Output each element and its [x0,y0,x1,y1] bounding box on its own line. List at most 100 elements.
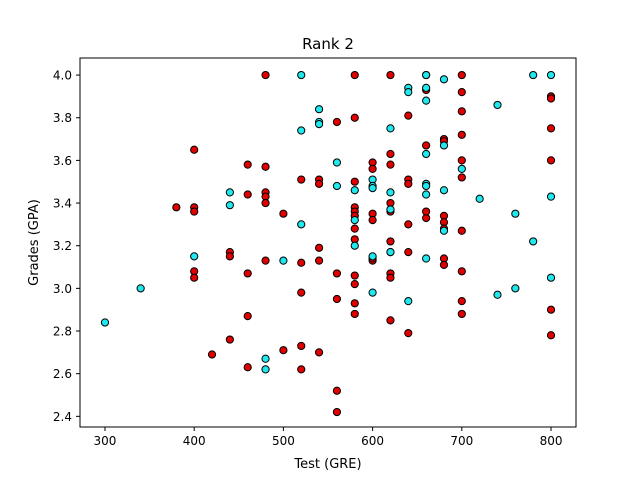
data-point [386,188,395,197]
data-point [332,294,342,304]
data-point [350,70,359,80]
data-point [190,252,199,261]
data-point [457,70,466,80]
y-tick-label: 3.6 [53,154,72,168]
data-point [457,107,466,116]
data-point [368,252,377,261]
data-point [297,175,306,184]
x-tick-label: 300 [94,434,117,448]
data-point [297,70,306,80]
data-point [261,256,270,265]
data-point [261,70,270,80]
data-point [243,311,252,321]
data-point [404,329,413,338]
data-point [350,177,359,186]
data-point [457,173,466,182]
data-point [297,288,306,297]
data-point [332,407,342,417]
data-point [368,216,377,225]
data-point [404,297,413,306]
data-point [190,145,199,154]
data-point [368,288,377,297]
x-axis-label: Test (GRE) [293,457,361,472]
x-tick-label: 700 [450,434,473,448]
data-point [422,70,431,80]
data-point [243,269,252,278]
data-point [243,190,252,199]
data-point [225,188,234,197]
data-point [261,365,270,374]
data-point [100,318,110,327]
data-point [386,124,395,133]
data-points [100,70,556,417]
data-point [190,273,199,282]
data-point [457,309,466,319]
data-point [457,267,466,276]
data-point [422,254,431,263]
data-point [350,241,359,250]
data-point [422,141,431,150]
data-point [457,226,466,235]
data-point [332,181,342,191]
data-point [350,224,359,233]
data-point [207,350,217,359]
data-point [546,192,556,201]
data-point [297,258,306,267]
data-point [404,88,413,97]
data-point [279,346,288,355]
data-point [422,207,431,216]
y-tick-label: 2.6 [53,367,72,381]
data-point [422,181,431,191]
data-point [529,237,538,246]
data-point [136,284,145,293]
data-point [225,335,234,344]
data-point [279,256,288,265]
data-point [314,105,324,114]
data-point [386,160,395,169]
data-point [279,209,288,218]
data-point [546,156,556,165]
y-axis: 2.4 2.6 2.8 3.0 3.2 3.4 3.6 3.8 4.0 [53,69,80,424]
data-point [529,70,538,80]
data-point [404,111,413,120]
y-tick-label: 4.0 [53,69,72,83]
data-point [386,205,395,214]
data-point [493,290,502,299]
data-point [546,124,556,133]
data-point [439,186,449,195]
y-axis-label: Grades (GPA) [27,199,42,286]
x-tick-label: 600 [361,434,384,448]
data-point [225,201,234,210]
data-point [243,363,252,372]
data-point [404,248,413,257]
data-point [457,297,466,306]
data-point [261,354,270,363]
data-point [314,348,324,357]
data-point [439,141,449,150]
data-point [350,113,359,122]
data-point [546,331,556,340]
data-point [368,164,377,174]
x-tick-label: 800 [540,434,563,448]
data-point [350,271,359,280]
data-point [297,365,306,374]
data-point [332,386,342,395]
data-point [422,83,431,92]
data-point [422,190,431,199]
data-point [297,126,306,135]
data-point [350,216,359,225]
data-point [386,149,395,159]
data-point [546,70,556,80]
data-point [439,226,449,235]
y-tick-label: 3.4 [53,197,72,211]
data-point [261,162,270,171]
data-point [243,160,252,169]
x-axis: 300 400 500 600 700 800 [94,427,563,448]
y-tick-label: 2.4 [53,410,72,424]
x-tick-label: 500 [272,434,295,448]
y-tick-label: 3.2 [53,239,72,253]
data-point [386,316,395,325]
data-point [368,184,377,193]
data-point [493,100,502,110]
